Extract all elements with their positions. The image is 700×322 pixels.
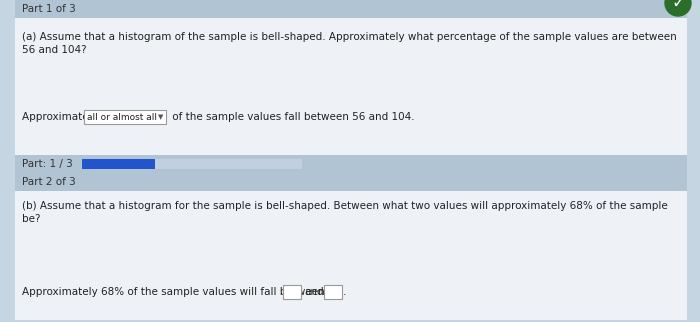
Text: of the sample values fall between 56 and 104.: of the sample values fall between 56 and… xyxy=(169,112,414,122)
Text: Part 2 of 3: Part 2 of 3 xyxy=(22,177,76,187)
Text: and: and xyxy=(304,287,323,297)
Circle shape xyxy=(665,0,691,16)
Bar xyxy=(324,285,342,299)
Bar xyxy=(82,159,302,169)
Bar xyxy=(15,155,687,173)
Text: be?: be? xyxy=(22,214,41,224)
Text: (b) Assume that a histogram for the sample is bell-shaped. Between what two valu: (b) Assume that a histogram for the samp… xyxy=(22,201,668,211)
Bar xyxy=(84,110,166,124)
Bar xyxy=(82,159,155,169)
Text: Part: 1 / 3: Part: 1 / 3 xyxy=(22,159,73,169)
Bar xyxy=(15,18,687,155)
Text: Approximately 68% of the sample values will fall between: Approximately 68% of the sample values w… xyxy=(22,287,325,297)
Bar xyxy=(15,0,687,18)
Text: .: . xyxy=(343,287,346,297)
Text: ▼: ▼ xyxy=(158,114,163,120)
Text: Approximately: Approximately xyxy=(22,112,101,122)
Text: Part 1 of 3: Part 1 of 3 xyxy=(22,4,76,14)
Bar xyxy=(15,191,687,320)
Text: (a) Assume that a histogram of the sample is bell-shaped. Approximately what per: (a) Assume that a histogram of the sampl… xyxy=(22,32,677,42)
Text: ✓: ✓ xyxy=(671,0,685,12)
Bar xyxy=(283,285,301,299)
Bar xyxy=(15,173,687,191)
Text: all or almost all: all or almost all xyxy=(87,112,157,121)
Text: 56 and 104?: 56 and 104? xyxy=(22,45,87,55)
